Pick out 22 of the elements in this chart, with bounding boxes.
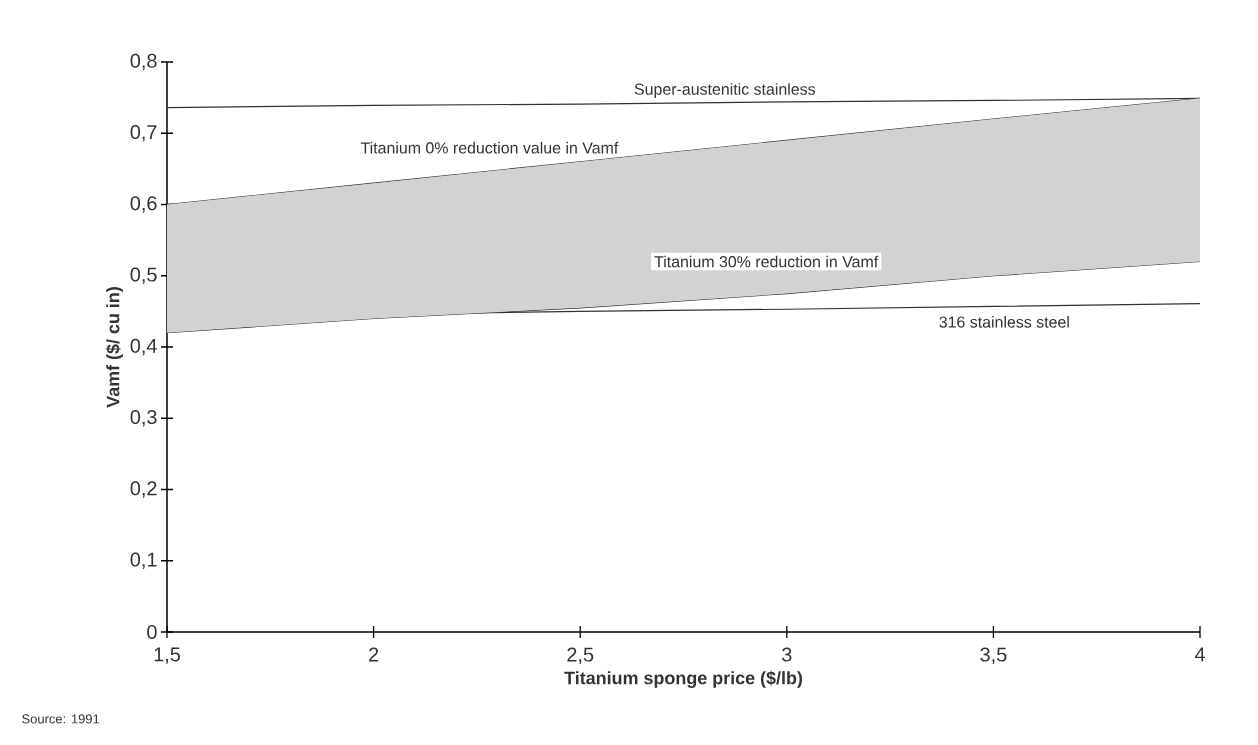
x-tick-label: 3,5: [980, 647, 1007, 664]
x-tick-label: 3: [782, 647, 792, 662]
x-tick-label: 2: [369, 647, 379, 662]
y-tick-label: 0,1: [130, 552, 157, 569]
y-tick-label: 0,5: [130, 267, 157, 284]
series-label: Super-austenitic stainless: [634, 83, 816, 98]
y-tick-label: 0,7: [130, 125, 157, 142]
y-axis-title: Vamf ($/ cu in): [105, 287, 123, 408]
y-tick-label: 0,8: [130, 53, 157, 71]
y-tick-label: 0: [147, 624, 157, 640]
y-tick-label: 0,3: [130, 410, 157, 427]
source-note: Source: 1991: [22, 714, 100, 724]
y-tick-label: 0,2: [130, 481, 157, 498]
series-label: Titanium 30% reduction in Vamf: [654, 255, 879, 268]
x-tick-label: 2,5: [567, 647, 594, 664]
series-label: Titanium 0% reduction value in Vamf: [360, 141, 619, 154]
series-label: 316 stainless steel: [939, 316, 1069, 328]
x-tick-label: 1,5: [154, 647, 181, 664]
x-tick-label: 4: [1194, 647, 1205, 662]
x-axis-title: Titanium sponge price ($/lb): [564, 670, 803, 688]
y-tick-label: 0,4: [130, 338, 157, 356]
y-tick-label: 0,6: [130, 196, 157, 213]
